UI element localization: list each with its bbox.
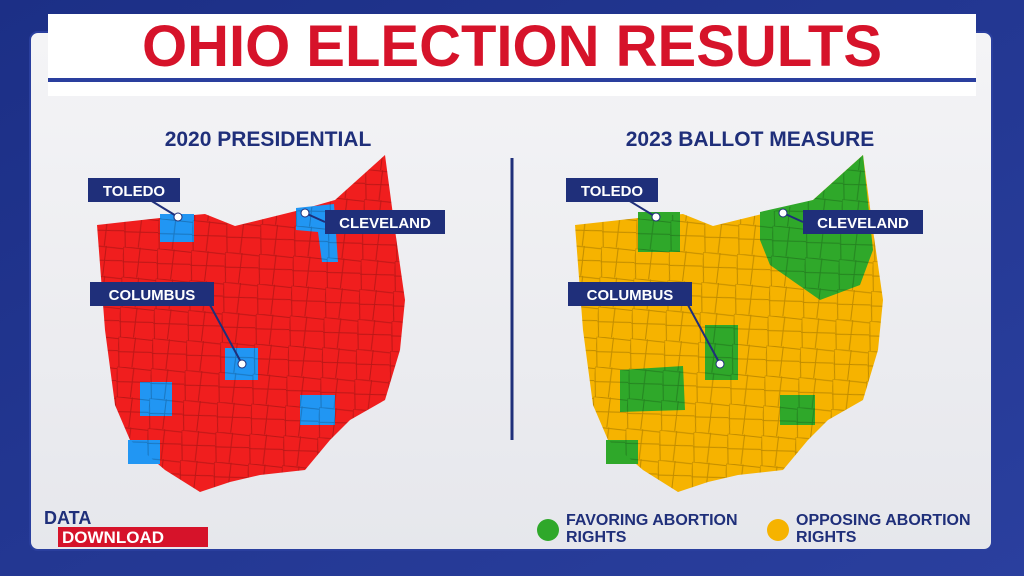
map-title: 2020 PRESIDENTIAL [165, 128, 372, 151]
city-dot [651, 212, 661, 222]
city-label-box [803, 210, 923, 234]
city-label: COLUMBUS [109, 287, 196, 304]
city-dot [778, 208, 788, 218]
city-label-box [566, 178, 658, 202]
callouts-2023: TOLEDO CLEVELAND COLUMBUS [566, 178, 923, 369]
city-label: TOLEDO [581, 183, 644, 200]
legend-label: OPPOSING ABORTION RIGHTS [796, 512, 971, 546]
city-label-box [568, 282, 692, 306]
city-dot [715, 359, 725, 369]
legend-swatch [537, 519, 559, 541]
city-label: COLUMBUS [587, 287, 674, 304]
title-underline [48, 78, 976, 82]
legend-label: FAVORING ABORTION RIGHTS [566, 512, 738, 546]
logo-bar [58, 527, 208, 547]
title-box [48, 14, 976, 96]
city-label-box [88, 178, 180, 202]
city-label: CLEVELAND [817, 215, 909, 232]
title: OHIO ELECTION RESULTS [142, 14, 882, 79]
city-label: TOLEDO [103, 183, 166, 200]
city-dot [300, 208, 310, 218]
city-label-box [90, 282, 214, 306]
logo-line1: DATA [44, 508, 91, 528]
legend-item: OPPOSING ABORTION RIGHTS [796, 512, 971, 546]
city-label-box [325, 210, 445, 234]
logo-line2: DOWNLOAD [62, 528, 164, 547]
map-title: 2023 BALLOT MEASURE [626, 128, 875, 151]
legend-item: FAVORING ABORTION RIGHTS [566, 512, 738, 546]
city-dot [173, 212, 183, 222]
city-dot [237, 359, 247, 369]
legend-swatch [767, 519, 789, 541]
callouts-2020: TOLEDO CLEVELAND COLUMBUS [88, 178, 445, 369]
city-label: CLEVELAND [339, 215, 431, 232]
